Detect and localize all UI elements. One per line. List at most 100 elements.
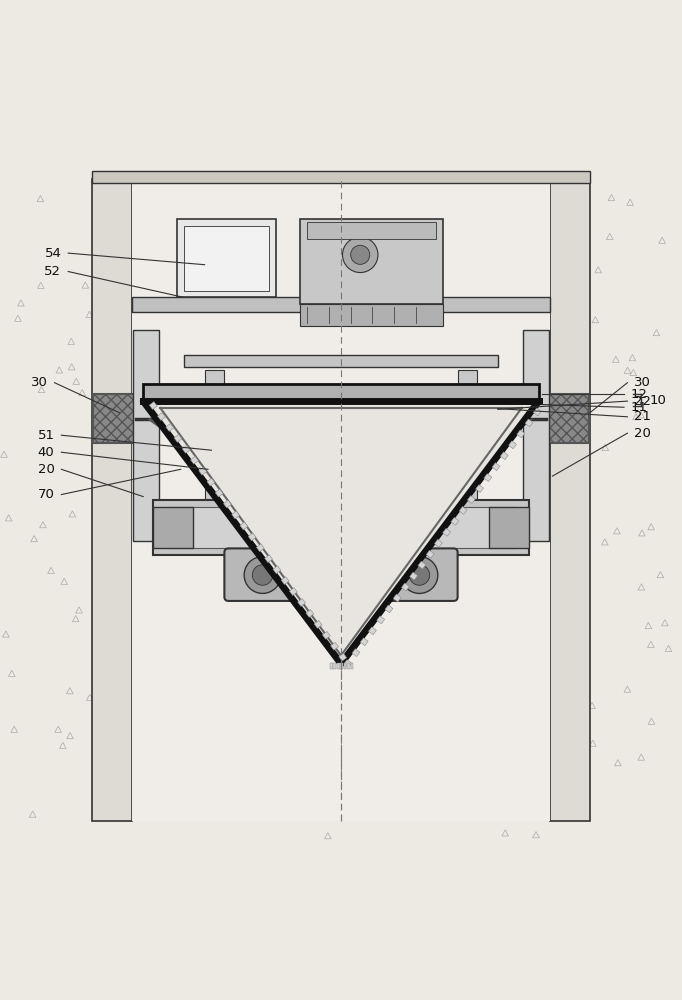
Bar — [300, 219, 443, 304]
Bar — [344, 663, 346, 669]
Bar — [340, 663, 343, 669]
Bar — [133, 330, 159, 541]
Polygon shape — [232, 511, 239, 519]
Circle shape — [351, 245, 370, 264]
Polygon shape — [352, 649, 360, 657]
Bar — [167, 507, 515, 548]
Polygon shape — [158, 413, 166, 420]
Text: 30: 30 — [31, 376, 48, 389]
Text: 12: 12 — [631, 388, 648, 401]
Bar — [351, 663, 353, 669]
Polygon shape — [207, 478, 215, 486]
Bar — [143, 384, 539, 401]
Text: 30: 30 — [634, 376, 651, 389]
Bar — [205, 370, 224, 541]
Circle shape — [256, 461, 283, 488]
Polygon shape — [533, 408, 542, 416]
Polygon shape — [240, 522, 248, 530]
Circle shape — [342, 237, 378, 273]
Polygon shape — [434, 539, 443, 547]
Polygon shape — [265, 555, 273, 563]
Bar — [93, 394, 136, 443]
Circle shape — [409, 565, 430, 585]
Polygon shape — [323, 631, 330, 639]
Circle shape — [244, 557, 281, 593]
Bar — [458, 370, 477, 541]
FancyBboxPatch shape — [224, 548, 301, 601]
Polygon shape — [224, 500, 231, 508]
Polygon shape — [385, 605, 393, 613]
Bar — [300, 304, 443, 326]
Polygon shape — [410, 572, 417, 580]
Polygon shape — [289, 588, 297, 595]
Polygon shape — [143, 401, 539, 664]
Bar — [333, 663, 336, 669]
Text: 22: 22 — [634, 395, 651, 408]
Bar — [307, 222, 436, 239]
Polygon shape — [198, 467, 207, 475]
Bar — [184, 226, 269, 291]
Polygon shape — [339, 653, 346, 661]
Polygon shape — [459, 507, 467, 514]
Text: 20: 20 — [634, 427, 651, 440]
Polygon shape — [451, 517, 459, 525]
Text: 20: 20 — [38, 463, 55, 476]
Bar — [92, 179, 132, 821]
Polygon shape — [360, 638, 368, 646]
Polygon shape — [344, 660, 352, 668]
Bar — [153, 500, 529, 555]
FancyBboxPatch shape — [382, 449, 443, 500]
Text: 40: 40 — [38, 446, 55, 459]
Bar — [337, 663, 340, 669]
Polygon shape — [166, 424, 174, 431]
Polygon shape — [426, 550, 434, 558]
Bar — [132, 179, 550, 821]
Polygon shape — [484, 474, 492, 482]
Circle shape — [399, 461, 426, 488]
FancyBboxPatch shape — [239, 449, 300, 500]
Bar — [132, 297, 550, 312]
Polygon shape — [376, 616, 385, 624]
Polygon shape — [509, 441, 516, 449]
Polygon shape — [306, 610, 314, 617]
Bar — [153, 507, 193, 548]
Bar — [184, 403, 498, 415]
Polygon shape — [281, 577, 289, 585]
Polygon shape — [418, 561, 426, 569]
Bar — [347, 663, 350, 669]
Bar — [92, 171, 590, 183]
Polygon shape — [174, 434, 182, 442]
Text: 10: 10 — [649, 394, 666, 407]
Polygon shape — [216, 489, 223, 497]
Polygon shape — [368, 627, 376, 635]
Text: 70: 70 — [38, 488, 55, 501]
Bar — [489, 507, 529, 548]
Polygon shape — [394, 594, 401, 602]
Bar — [523, 330, 549, 541]
Bar — [330, 663, 333, 669]
FancyBboxPatch shape — [381, 548, 458, 601]
Polygon shape — [402, 583, 409, 591]
Text: 52: 52 — [44, 265, 61, 278]
Text: 51: 51 — [38, 429, 55, 442]
Polygon shape — [501, 452, 508, 460]
Polygon shape — [314, 620, 322, 628]
Text: 54: 54 — [44, 247, 61, 260]
Bar — [184, 355, 498, 367]
Polygon shape — [525, 419, 533, 427]
Text: 11: 11 — [631, 401, 648, 414]
Text: 21: 21 — [634, 410, 651, 423]
Polygon shape — [182, 445, 190, 453]
Polygon shape — [149, 402, 157, 409]
Circle shape — [252, 565, 273, 585]
Polygon shape — [517, 430, 524, 438]
Polygon shape — [475, 485, 484, 492]
Circle shape — [401, 557, 438, 593]
Polygon shape — [248, 533, 256, 541]
Polygon shape — [273, 566, 281, 574]
Polygon shape — [256, 544, 265, 552]
Polygon shape — [297, 599, 306, 606]
Bar — [550, 179, 590, 821]
Polygon shape — [443, 528, 451, 536]
Bar — [177, 219, 276, 297]
